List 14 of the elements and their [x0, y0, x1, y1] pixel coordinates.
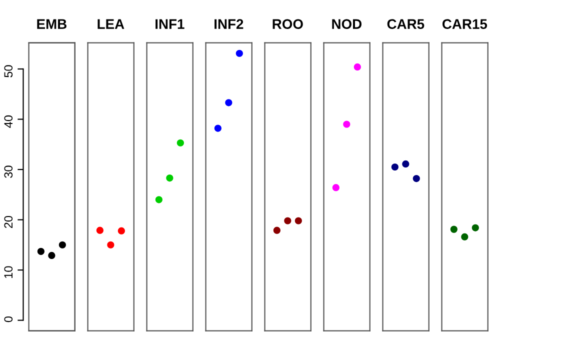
- x-tick-label: ROO: [272, 19, 303, 29]
- y-tick-label: 20: [4, 216, 13, 228]
- x-tick-label: INF2: [214, 19, 244, 29]
- x-tick-label: INF1: [156, 19, 184, 29]
- y-tick-label: 0: [4, 316, 13, 322]
- y-tick-label: 10: [4, 266, 13, 278]
- y-tick-label: 50: [4, 65, 13, 78]
- x-tick-label: CAR15: [442, 19, 488, 29]
- y-tick-label: 40: [4, 115, 13, 128]
- y-tick-label: 30: [4, 166, 13, 178]
- x-tick-label: LEA: [98, 19, 124, 29]
- x-tick-label: NOD: [332, 19, 362, 29]
- x-tick-label: EMB: [37, 19, 66, 29]
- x-tick-label: CAR5: [387, 19, 424, 29]
